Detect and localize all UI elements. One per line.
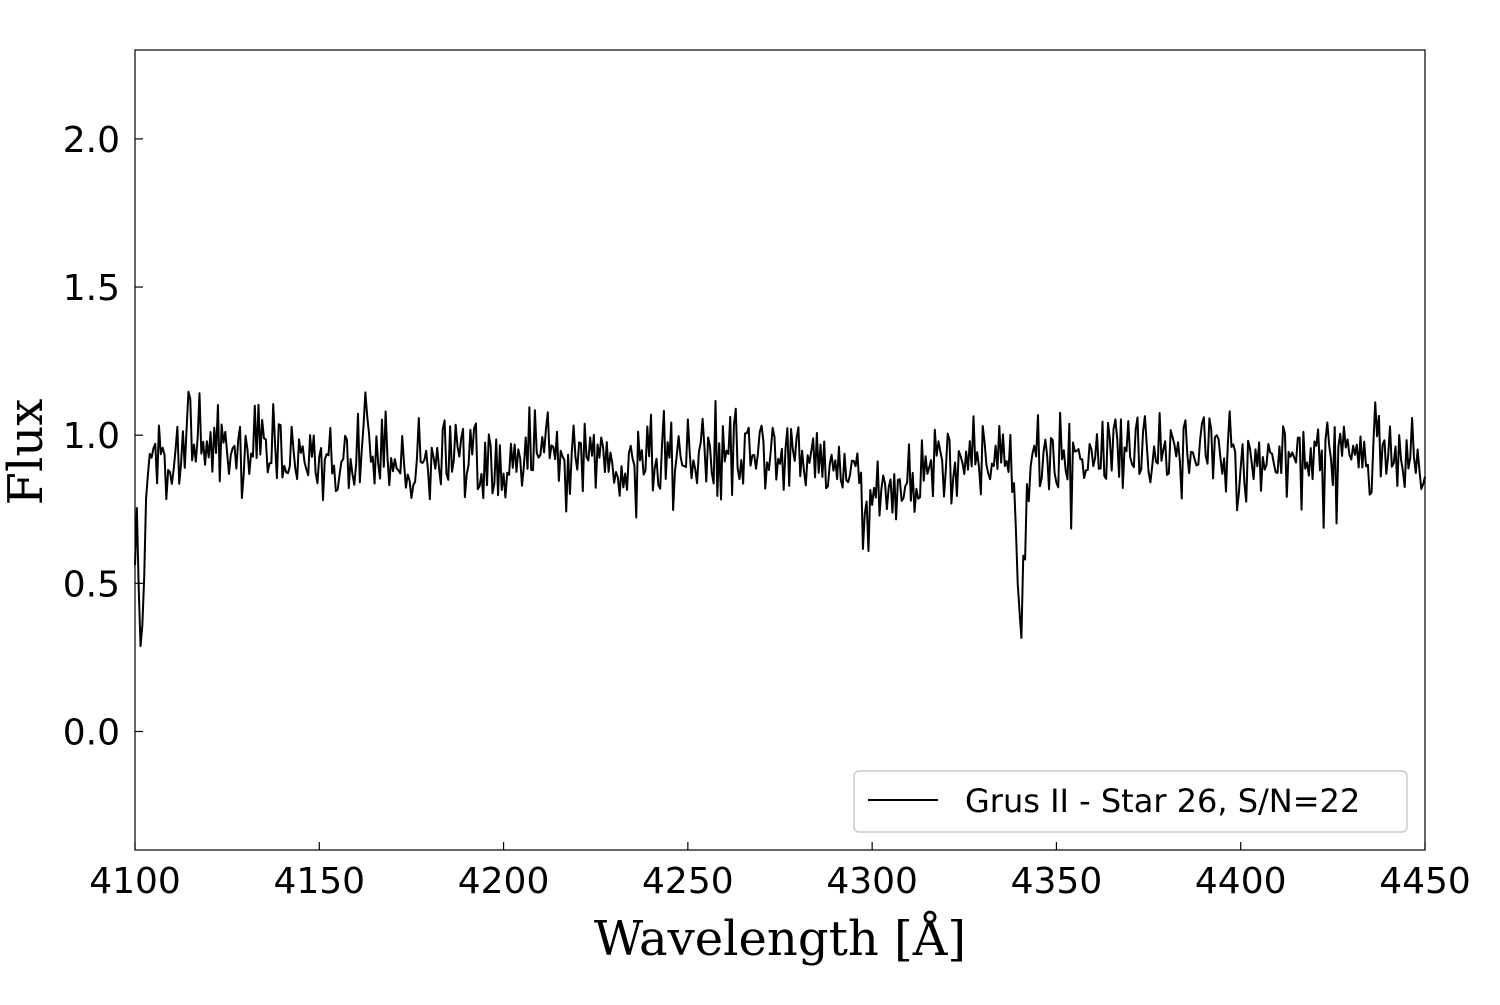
y-tick-label: 2.0	[63, 120, 120, 161]
plot-area	[135, 50, 1425, 850]
x-axis-label: Wavelength [Å]	[594, 910, 966, 967]
legend-box	[853, 770, 1408, 833]
spectrum-line	[134, 390, 1426, 648]
legend-label: Grus II - Star 26, S/N=22	[965, 782, 1360, 820]
y-tick-label: 0.5	[63, 564, 120, 605]
x-tick-label: 4150	[273, 861, 365, 902]
x-tick-label: 4350	[1011, 861, 1103, 902]
x-tick-label: 4300	[826, 861, 918, 902]
x-tick-label: 4450	[1379, 861, 1471, 902]
x-tick-label: 4200	[458, 861, 550, 902]
y-axis-ticks: 0.0 0.5 1.0 1.5 2.0	[63, 120, 143, 753]
legend: Grus II - Star 26, S/N=22	[853, 770, 1408, 833]
x-axis-ticks: 4100 4150 4200 4250 4300 4350 4400 4450	[89, 842, 1471, 902]
x-tick-label: 4100	[89, 861, 181, 902]
plot-frame	[134, 49, 1426, 851]
y-axis-label: Flux	[0, 399, 54, 506]
y-tick-label: 1.0	[63, 416, 120, 457]
y-tick-label: 1.5	[63, 268, 120, 309]
x-tick-label: 4250	[642, 861, 734, 902]
x-tick-label: 4400	[1195, 861, 1287, 902]
y-tick-label: 0.0	[63, 712, 120, 753]
spectrum-layer	[134, 390, 1426, 648]
